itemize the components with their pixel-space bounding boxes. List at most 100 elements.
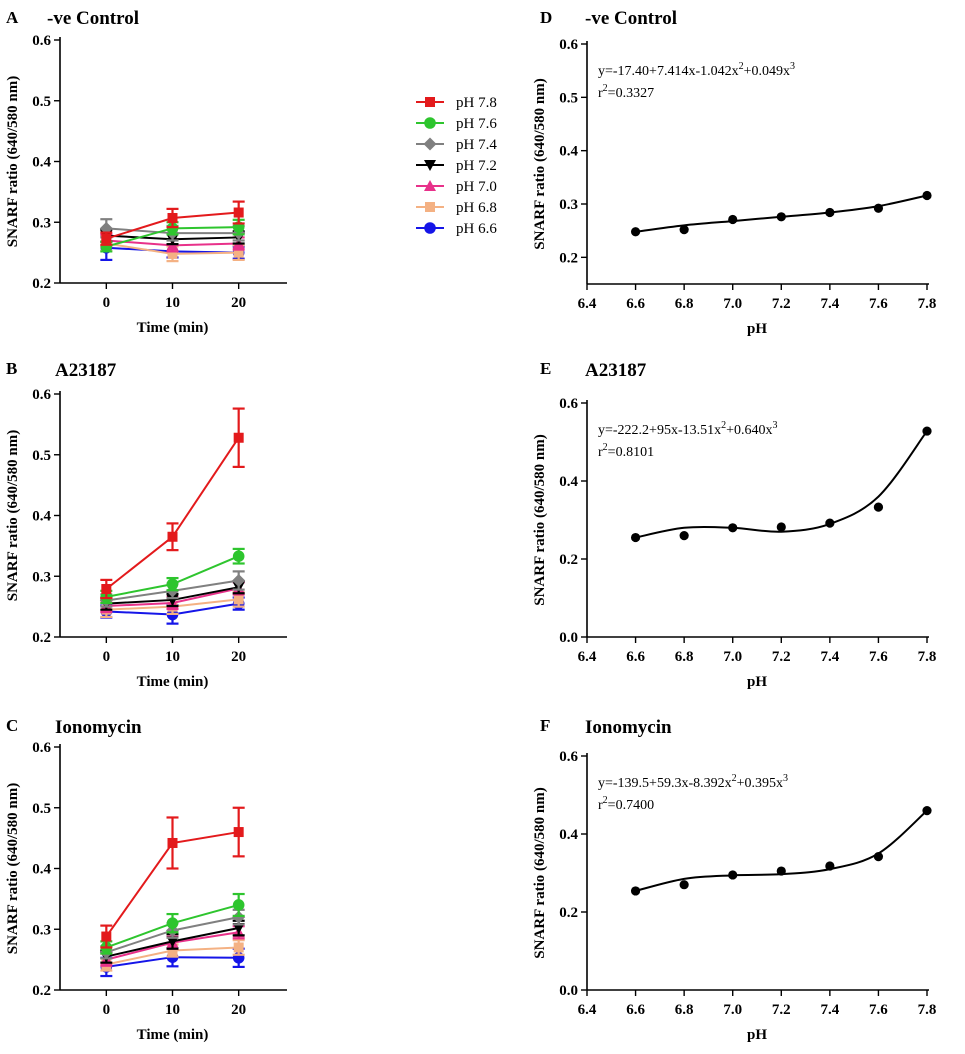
series-line [105,437,240,590]
data-point [166,578,179,590]
panel-F: F Ionomycin 0.0 0.2 0.4 0.6 6.4 6.6 6.8 7.0 7.2 7.4… [532,716,936,1043]
data-point [166,917,179,929]
data-point [728,523,738,533]
y-axis-label: SNARF ratio (640/580 nm) [532,434,548,606]
chart-title: Ionomycin [585,717,672,738]
r-value: =0.7400 [608,798,654,813]
legend-label: pH 7.0 [456,179,497,195]
y-axis-label: SNARF ratio (640/580 nm) [5,783,21,955]
y-tick-label: 0.5 [32,801,51,817]
legend-label: pH 7.6 [456,116,497,132]
data-point [233,594,244,605]
x-tick-label: 20 [231,649,246,665]
x-tick-label: 7.2 [772,296,791,312]
data-point [167,248,178,259]
panel-E: E A23187 0.0 0.2 0.4 0.6 6.4 6.6 6.8 7.0 7.2 7.4 7.6… [532,359,936,690]
data-point [776,212,786,222]
data-point [232,923,245,935]
data-point [233,247,244,258]
x-tick-label: 6.6 [626,649,645,665]
panel-D: D -ve Control 0.2 0.3 0.4 0.5 0.6 6.4 6.6 6.8 7.0 7… [532,8,936,337]
panel-letter: A [6,8,19,27]
panel-B: B A23187 0.2 0.3 0.4 0.5 0.6 0 10 20 Time (min) SNA… [5,359,287,690]
y-tick-label: 0.5 [559,90,578,106]
chart-title: -ve Control [47,8,139,29]
r-squared: r2=0.8101 [598,442,654,460]
x-tick-label: 6.8 [675,1002,694,1018]
y-tick-label: 0.6 [32,387,51,403]
x-axis-label: Time (min) [137,320,209,336]
data-point [101,584,112,595]
x-tick-label: 6.6 [626,296,645,312]
y-tick-label: 0.3 [32,215,51,231]
legend-marker [424,222,436,234]
equation-term: y=-17.40+7.414x-1.042x [598,64,739,79]
data-point [630,886,641,896]
data-point [167,837,178,848]
y-tick-label: 0.3 [32,922,51,938]
data-point [728,870,738,880]
series-pH-7-6 [100,547,245,605]
x-tick-label: 6.8 [675,296,694,312]
r-symbol: r [598,798,603,813]
y-tick-label: 0.5 [32,94,51,110]
x-tick-label: 6.6 [626,1002,645,1018]
legend-marker [424,160,436,171]
x-tick-label: 6.4 [578,1002,597,1018]
legend-marker [424,180,436,191]
y-tick-label: 0.3 [32,569,51,585]
data-point [166,936,179,948]
x-tick-label: 7.4 [820,296,839,312]
equation-term: +0.640x [726,423,772,438]
y-tick-label: 0.0 [559,630,578,646]
data-point [630,227,641,237]
data-point [101,931,112,942]
r-symbol: r [598,86,603,101]
data-point [232,574,246,588]
x-tick-label: 7.6 [869,649,888,665]
x-tick-label: 7.4 [820,1002,839,1018]
series-pH-7-8 [100,407,245,600]
legend-label: pH 7.8 [456,95,497,111]
chart-title: Ionomycin [55,717,142,738]
data-point [167,212,178,223]
chart-title: A23187 [55,360,117,381]
r-squared: r2=0.7400 [598,795,654,813]
data-point [873,502,884,512]
x-tick-label: 6.4 [578,296,597,312]
y-tick-label: 0.6 [559,37,578,53]
data-point [679,531,689,541]
data-point [233,207,244,218]
data-point [922,190,932,201]
y-tick-label: 0.2 [32,276,51,292]
y-tick-label: 0.2 [32,983,51,999]
series-pH-7-8 [100,200,245,246]
x-tick-label: 6.4 [578,649,597,665]
y-tick-label: 0.4 [32,155,51,171]
r-exponent: 2 [603,442,608,453]
x-tick-label: 7.4 [820,649,839,665]
x-tick-label: 20 [231,295,246,311]
legend-label: pH 7.2 [456,158,497,174]
x-tick-label: 7.8 [918,649,937,665]
x-tick-label: 7.8 [918,296,937,312]
equation-exponent: 2 [721,420,726,431]
data-point [630,532,641,543]
y-tick-label: 0.4 [559,144,578,160]
y-tick-label: 0.4 [559,827,578,843]
r-symbol: r [598,445,603,460]
y-tick-label: 0.2 [559,552,578,568]
fit-curve [635,430,928,539]
x-axis-label: pH [747,674,767,690]
r-value: =0.3327 [608,86,654,101]
panel-A: A -ve Control 0.2 0.3 0.4 0.5 0.6 0 10 20 Time (mi… [5,8,497,336]
equation-term: y=-222.2+95x-13.51x [598,423,721,438]
series-pH-7-6 [100,892,245,955]
r-exponent: 2 [603,795,608,806]
x-tick-label: 20 [231,1002,246,1018]
data-point [232,550,245,563]
data-point [728,214,738,225]
equation-exponent: 3 [773,420,778,431]
data-point [233,942,244,953]
